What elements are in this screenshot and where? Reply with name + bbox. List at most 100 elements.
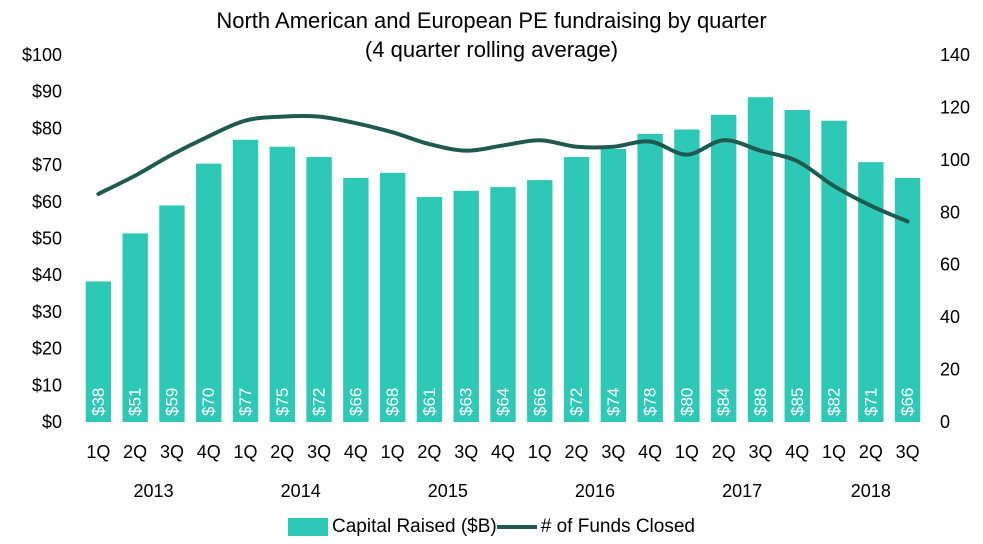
bar-data-label: $72 — [567, 388, 586, 416]
x-tick-label: 2Q — [712, 442, 736, 462]
bar — [711, 114, 737, 423]
y-left-tick-label: $70 — [32, 155, 62, 175]
bar-data-label: $59 — [162, 388, 181, 416]
bar-data-label: $66 — [530, 388, 549, 416]
x-axis-quarters: 1Q 2Q 3Q 4Q 1Q 2Q 3Q 4Q 1Q 2Q 3Q 4Q 1Q 2Q 3Q 4Q 1Q 2Q 3Q 4Q… — [86, 442, 919, 462]
bar — [490, 187, 516, 422]
y-right-tick-label: 120 — [940, 97, 970, 117]
x-tick-label: 3Q — [896, 442, 920, 462]
y-right-tick-label: 0 — [940, 412, 950, 432]
x-tick-label: 4Q — [344, 442, 368, 462]
chart-title-line: North American and European PE fundraisi… — [216, 8, 767, 33]
bar-data-label: $71 — [861, 388, 880, 416]
bar — [159, 205, 185, 422]
legend-swatch-line — [496, 525, 537, 529]
y-right-tick-label: 60 — [940, 255, 960, 275]
bar-data-label: $82 — [825, 388, 844, 416]
x-tick-label: 4Q — [785, 442, 809, 462]
y-right-tick-label: 100 — [940, 150, 970, 170]
y-left-tick-label: $0 — [42, 412, 62, 432]
y-left-tick-label: $30 — [32, 302, 62, 322]
bar-data-label: $84 — [714, 388, 733, 416]
y-left-tick-label: $100 — [22, 45, 62, 65]
bar-data-label: $64 — [494, 388, 513, 416]
x-tick-label: 1Q — [822, 442, 846, 462]
y-left-tick-label: $90 — [32, 82, 62, 102]
y-left-tick-label: $80 — [32, 118, 62, 138]
y-right-tick-label: 40 — [940, 307, 960, 327]
y-left-tick-label: $40 — [32, 265, 62, 285]
bar-data-label: $77 — [236, 388, 255, 416]
x-year-label: 2015 — [428, 481, 468, 501]
bar-data-label: $68 — [383, 388, 402, 416]
bar — [379, 172, 406, 422]
y-left-tick-label: $60 — [32, 192, 62, 212]
bar — [563, 157, 590, 422]
x-axis-years: 2013 2014 2015 2016 2017 2018 — [134, 481, 891, 501]
bar-data-label: $74 — [604, 388, 623, 416]
x-tick-label: 3Q — [307, 442, 331, 462]
bar-data-label: $78 — [641, 388, 660, 416]
x-tick-label: 2Q — [565, 442, 589, 462]
x-tick-label: 3Q — [454, 442, 478, 462]
bar-data-label: $66 — [898, 388, 917, 416]
x-tick-label: 1Q — [234, 442, 258, 462]
legend-swatch-bar — [288, 518, 329, 536]
bar — [269, 146, 295, 422]
legend: Capital Raised ($B) # of Funds Closed — [0, 516, 983, 538]
x-tick-label: 2Q — [859, 442, 883, 462]
bar-data-label: $80 — [677, 388, 696, 416]
bar-data-label: $85 — [788, 388, 807, 416]
bar — [527, 180, 553, 422]
bar — [196, 163, 222, 422]
line-series — [96, 113, 910, 224]
legend-label-capital: Capital Raised ($B) — [332, 516, 497, 537]
legend-label-funds: # of Funds Closed — [540, 516, 695, 537]
x-tick-label: 3Q — [601, 442, 625, 462]
legend-item-capital: Capital Raised ($B) — [288, 516, 497, 538]
bar — [600, 148, 627, 422]
bar — [85, 281, 112, 422]
bar-data-label: $88 — [751, 388, 770, 416]
bar-data-label: $51 — [126, 388, 145, 416]
bar-data-labels: $38 $51 $59 $70 $77 $75 $72 $66 $68 $61 $63 $64 $66 $… — [89, 388, 917, 416]
bar-series — [85, 97, 921, 423]
x-tick-label: 4Q — [638, 442, 662, 462]
chart-title: North American and European PE fundraisi… — [0, 6, 983, 64]
bar-data-label: $75 — [273, 388, 292, 416]
legend-item-funds: # of Funds Closed — [496, 516, 695, 538]
y-right-tick-label: 80 — [940, 202, 960, 222]
bar — [416, 197, 443, 422]
x-tick-label: 2Q — [270, 442, 294, 462]
x-year-label: 2017 — [722, 481, 762, 501]
bar-data-label: $70 — [199, 388, 218, 416]
bar-data-label: $61 — [420, 388, 439, 416]
bar — [343, 177, 369, 422]
bar-data-label: $72 — [310, 388, 329, 416]
x-year-label: 2018 — [851, 481, 891, 501]
x-year-label: 2016 — [575, 481, 615, 501]
bar — [674, 129, 700, 422]
y-left-tick-label: $50 — [32, 229, 62, 249]
x-tick-label: 3Q — [748, 442, 772, 462]
x-tick-label: 2Q — [123, 442, 147, 462]
bar-data-label: $38 — [89, 388, 108, 416]
line-path — [96, 113, 910, 224]
y-right-tick-label: 20 — [940, 360, 960, 380]
bar — [637, 133, 663, 422]
bar — [232, 139, 259, 423]
chart-subtitle-line: (4 quarter rolling average) — [364, 37, 619, 62]
x-tick-label: 1Q — [381, 442, 405, 462]
x-tick-label: 2Q — [417, 442, 441, 462]
x-year-label: 2014 — [281, 481, 321, 501]
x-year-label: 2013 — [134, 481, 174, 501]
y-left-tick-label: $10 — [32, 375, 62, 395]
y-axis-left: $0 $10 $20 $30 $40 $50 $60 $70 $80 $90 $100 — [22, 45, 62, 432]
x-tick-label: 3Q — [160, 442, 184, 462]
bar — [306, 157, 332, 422]
bar-data-label: $66 — [346, 388, 365, 416]
bar — [894, 177, 921, 422]
bar — [821, 120, 847, 423]
y-right-tick-label: 140 — [940, 45, 970, 65]
